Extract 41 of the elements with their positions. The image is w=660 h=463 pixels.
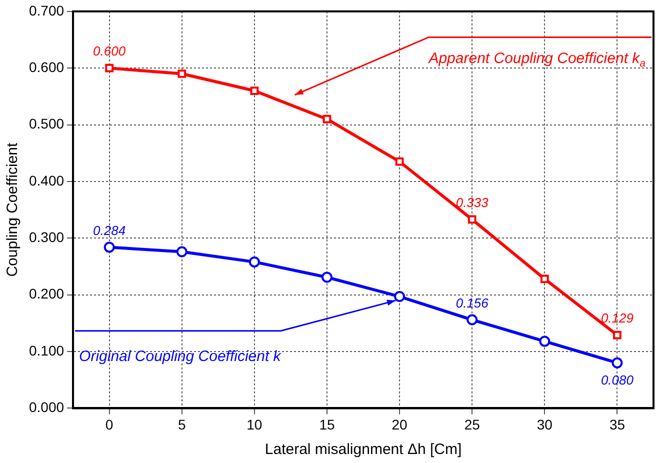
point — [613, 330, 622, 340]
point — [322, 114, 332, 124]
y-tick-label: 0.600 — [28, 58, 64, 75]
point — [468, 215, 476, 224]
text: Original Coupling Coefficient k — [79, 348, 282, 365]
point — [104, 242, 115, 253]
x-tick-label: 35 — [609, 416, 626, 432]
point — [395, 157, 404, 166]
data-label: 0.600 — [93, 44, 126, 59]
point — [612, 357, 623, 368]
y-tick-label: 0.300 — [28, 229, 64, 245]
y-axis-title: Coupling Coefficient — [4, 142, 22, 277]
x-tick-label: 5 — [178, 416, 186, 432]
data-label: 0.284 — [93, 222, 126, 238]
point — [248, 256, 260, 268]
y-tick-label: 0.400 — [28, 172, 64, 188]
x-tick-label: 25 — [464, 416, 480, 432]
point — [250, 86, 259, 95]
point — [178, 70, 186, 78]
x-axis-title: Lateral misalignment Δh [Cm] — [264, 441, 462, 458]
y-tick-label: 0.700 — [28, 2, 64, 18]
point — [540, 274, 549, 284]
point — [105, 64, 114, 72]
point — [321, 272, 332, 283]
point — [394, 291, 406, 302]
x-tick-label: 10 — [246, 416, 262, 432]
x-tick-label: 0 — [105, 416, 114, 432]
data-label: 0.333 — [456, 195, 490, 210]
data-label: 0.129 — [600, 310, 634, 326]
data-label: 0.080 — [600, 372, 634, 388]
x-tick-label: 30 — [536, 416, 553, 432]
y-tick-label: 0.200 — [28, 286, 64, 302]
x-tick-label: 20 — [392, 416, 408, 432]
data-label: 0.156 — [456, 295, 490, 310]
x-tick-label: 15 — [319, 416, 335, 432]
y-tick-label: 0.100 — [28, 342, 64, 358]
point — [176, 246, 188, 258]
point — [539, 336, 550, 347]
y-tick-label: 0.500 — [28, 116, 64, 132]
point — [466, 314, 478, 326]
y-tick-label: 0.000 — [28, 399, 64, 416]
